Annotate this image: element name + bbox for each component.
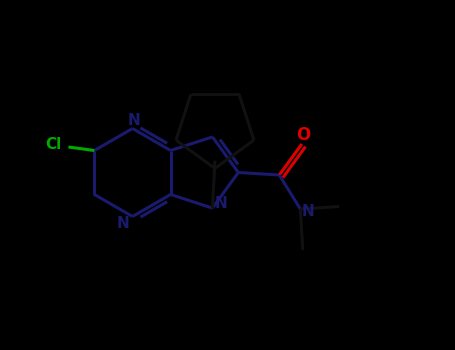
Text: N: N — [127, 113, 141, 128]
Text: N: N — [215, 196, 228, 211]
Text: N: N — [302, 203, 315, 218]
Text: Cl: Cl — [45, 137, 61, 152]
Text: N: N — [117, 216, 130, 231]
Text: O: O — [296, 126, 310, 144]
